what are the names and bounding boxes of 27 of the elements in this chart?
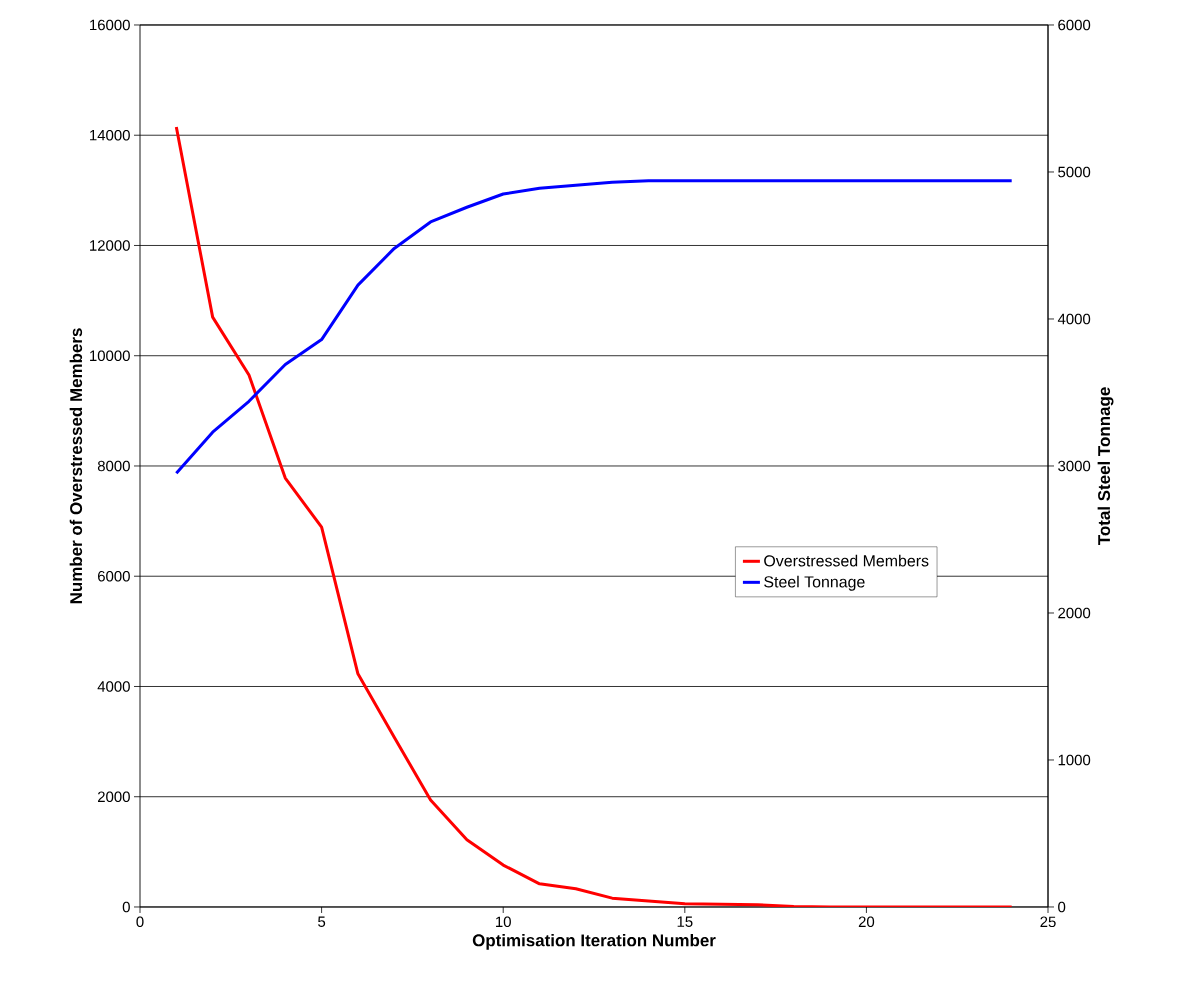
y2-axis-title: Total Steel Tonnage xyxy=(1097,387,1114,545)
y2-tick-label: 0 xyxy=(1058,901,1066,913)
y-tick-label: 14000 xyxy=(90,129,130,141)
y-tick-label: 16000 xyxy=(90,19,130,31)
legend-label: Steel Tonnage xyxy=(764,575,865,591)
y-tick-label: 0 xyxy=(122,901,130,913)
y2-tick-label: 4000 xyxy=(1057,313,1091,325)
y-tick-label: 12000 xyxy=(90,240,130,251)
y-tick-label: 8000 xyxy=(97,460,130,472)
y2-tick-label: 5000 xyxy=(1058,166,1091,178)
y-tick-label: 6000 xyxy=(98,570,130,582)
y-tick-label: 2000 xyxy=(97,791,130,803)
x-tick-label: 10 xyxy=(496,916,511,928)
x-tick-label: 15 xyxy=(677,916,693,927)
y2-tick-label: 3000 xyxy=(1058,460,1091,472)
x-tick-label: 20 xyxy=(858,916,875,928)
y2-tick-label: 1000 xyxy=(1058,754,1091,766)
legend-label: Overstressed Members xyxy=(764,554,929,567)
x-axis-title: Optimisation Iteration Number xyxy=(472,933,716,950)
y2-tick-label: 2000 xyxy=(1058,607,1091,619)
y-axis-title: Number of Overstressed Members xyxy=(69,328,83,604)
y-tick-label: 10000 xyxy=(90,350,130,362)
x-tick-label: 5 xyxy=(318,916,326,927)
y2-tick-label: 6000 xyxy=(1058,19,1091,31)
x-tick-label: 0 xyxy=(136,916,144,928)
x-tick-label: 25 xyxy=(1040,916,1056,928)
y-tick-label: 4000 xyxy=(97,681,130,692)
